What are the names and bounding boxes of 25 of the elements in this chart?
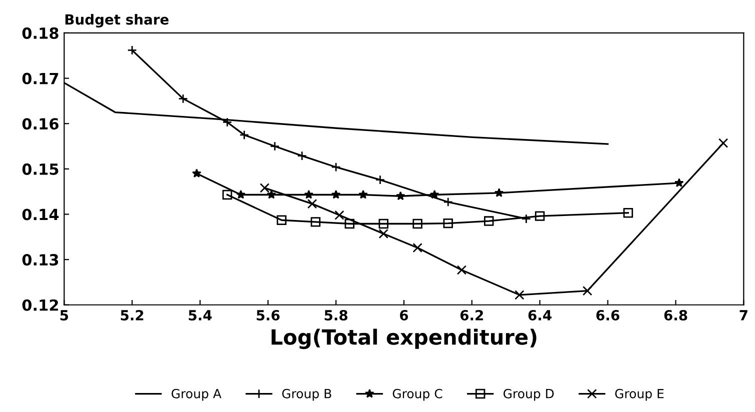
- x-tick-label: 6.6: [596, 310, 620, 320]
- legend-label: Group B: [282, 388, 332, 401]
- x-tick-label: 6.8: [664, 310, 688, 320]
- legend-label: Group D: [504, 388, 554, 401]
- y-tick-label: 0.15: [22, 163, 58, 175]
- y-tick-label: 0.13: [22, 254, 58, 266]
- x-tick-label: 5: [60, 310, 68, 320]
- legend-label: Group E: [615, 388, 664, 401]
- y-tick-label: 0.17: [22, 72, 58, 84]
- x-tick-label: 5.8: [324, 310, 348, 320]
- y-axis-title: Budget share: [65, 14, 169, 28]
- legend-label: Group C: [392, 388, 442, 401]
- legend-label: Group A: [172, 388, 222, 401]
- x-tick-label: 7: [740, 310, 748, 320]
- y-tick-label: 0.14: [22, 208, 59, 220]
- x-tick-label: 6: [400, 310, 408, 320]
- x-tick-label: 6.4: [528, 310, 552, 320]
- x-tick-label: 5.6: [256, 310, 280, 320]
- y-tick-label: 0.18: [22, 27, 58, 39]
- x-tick-label: 5.2: [120, 310, 144, 320]
- y-tick-label: 0.12: [22, 299, 58, 311]
- x-tick-label: 6.2: [460, 310, 483, 320]
- x-tick-label: 5.4: [188, 310, 212, 320]
- y-tick-label: 0.16: [22, 118, 58, 130]
- x-axis-title: Log(Total expenditure): [272, 328, 536, 350]
